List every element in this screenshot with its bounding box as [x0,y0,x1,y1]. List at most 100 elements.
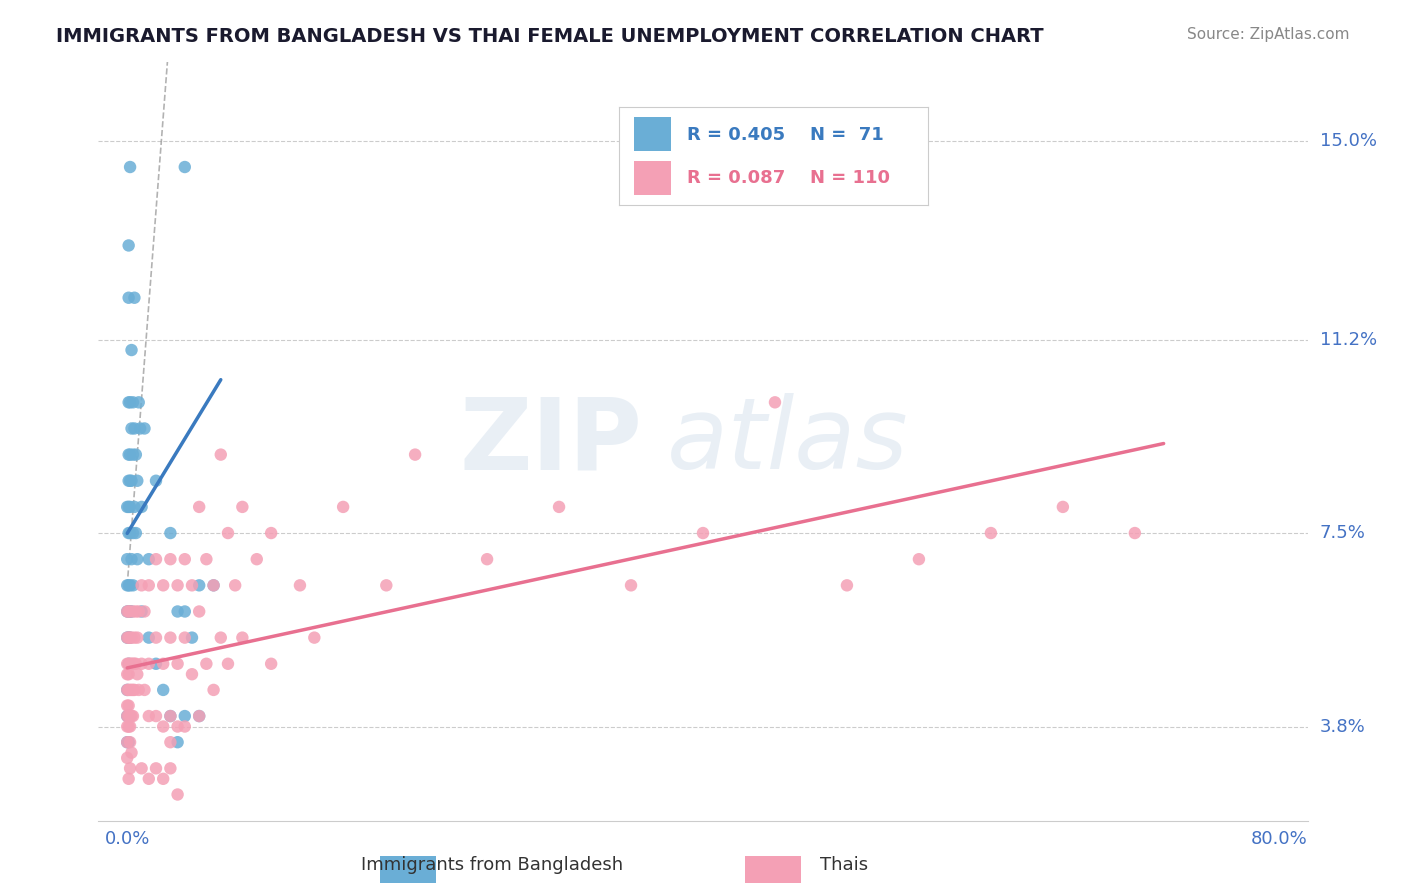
Point [152,772,174,786]
Point [217,657,239,671]
Point [375,578,398,592]
Point [124,631,146,645]
Point [908,552,931,566]
Point [763,395,786,409]
Point [120,657,142,671]
Text: N = 110: N = 110 [810,169,890,186]
Point [125,605,148,619]
Point [115,605,138,619]
Point [124,421,146,435]
Point [138,709,160,723]
Point [115,735,138,749]
Point [115,735,138,749]
Point [118,719,141,733]
Point [620,578,643,592]
Point [159,631,181,645]
Point [1052,500,1074,514]
Point [145,474,167,488]
Point [145,657,167,671]
Point [134,682,156,697]
Point [127,552,149,566]
Point [122,657,145,671]
Point [131,578,153,592]
Point [118,474,141,488]
Point [118,667,141,681]
Point [173,605,195,619]
Point [202,578,225,592]
Point [120,448,142,462]
Point [122,605,145,619]
Point [980,526,1002,541]
Point [159,735,181,749]
Point [152,719,174,733]
Point [1123,526,1146,541]
Text: 7.5%: 7.5% [1320,524,1365,542]
Point [835,578,858,592]
Point [115,682,138,697]
Point [131,657,153,671]
Point [138,657,160,671]
Point [152,657,174,671]
Point [246,552,269,566]
Point [122,682,145,697]
Point [121,709,143,723]
Point [115,698,138,713]
Text: R = 0.405: R = 0.405 [686,126,785,144]
Point [134,421,156,435]
Point [121,682,143,697]
Point [124,291,146,305]
Point [138,578,160,592]
Text: atlas: atlas [666,393,908,490]
Point [173,719,195,733]
Point [118,772,141,786]
Point [128,682,150,697]
Point [166,735,188,749]
Point [115,578,138,592]
Point [120,605,142,619]
Point [118,500,141,514]
Point [120,500,142,514]
Point [118,698,141,713]
Point [115,605,138,619]
Point [188,709,211,723]
Point [217,526,239,541]
Text: Immigrants from Bangladesh: Immigrants from Bangladesh [361,856,623,874]
Point [120,735,142,749]
Text: N =  71: N = 71 [810,126,884,144]
Point [129,421,152,435]
Point [145,709,167,723]
Point [188,578,211,592]
Point [188,605,211,619]
Point [124,657,146,671]
Point [138,772,160,786]
Point [121,746,143,760]
Point [120,160,142,174]
Point [118,605,141,619]
Point [122,709,145,723]
Point [118,631,141,645]
Point [145,761,167,775]
Point [121,474,143,488]
Point [120,631,142,645]
Point [122,395,145,409]
Point [188,709,211,723]
Point [125,448,148,462]
Point [166,788,188,802]
Point [231,500,253,514]
Point [115,709,138,723]
Point [202,682,225,697]
Point [202,578,225,592]
Point [166,578,188,592]
Point [404,448,426,462]
Point [224,578,246,592]
Point [118,657,141,671]
Point [118,682,141,697]
Point [195,552,218,566]
Point [115,667,138,681]
Point [120,395,142,409]
Point [118,526,141,541]
Point [115,751,138,765]
Point [121,421,143,435]
Text: R = 0.087: R = 0.087 [686,169,785,186]
Point [118,238,141,252]
